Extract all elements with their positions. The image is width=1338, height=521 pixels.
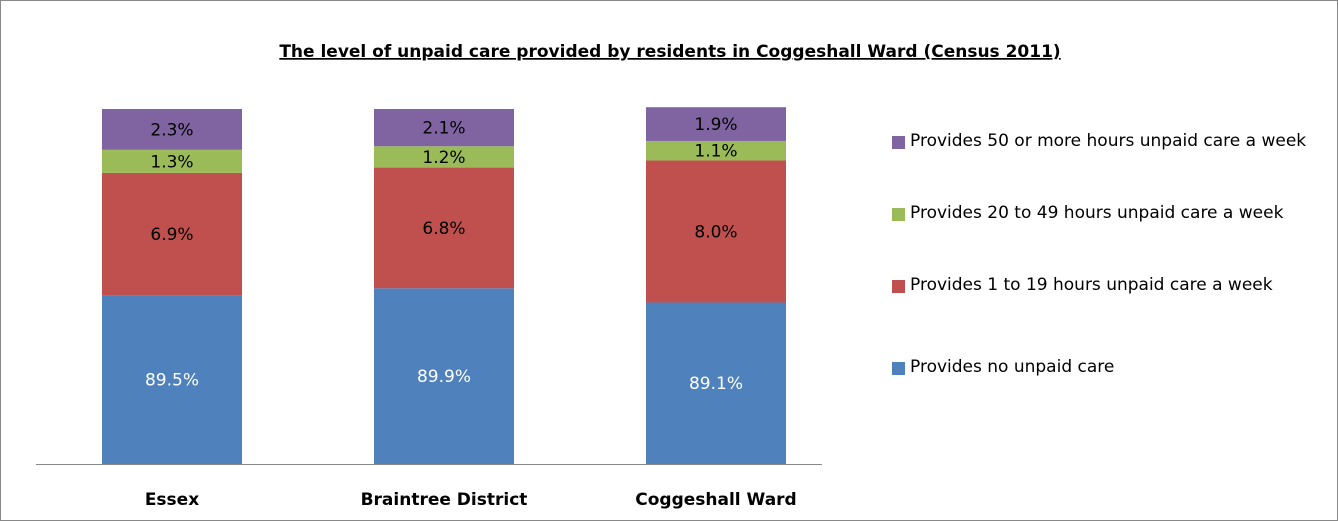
data-label: 89.5% [145,371,199,391]
legend-swatch [892,362,905,375]
legend-label: Provides 20 to 49 hours unpaid care a we… [910,203,1284,223]
chart-title: The level of unpaid care provided by res… [279,42,1060,62]
bar-segment [646,302,786,464]
legend-label: Provides no unpaid care [910,357,1115,377]
bar-segment [374,167,514,289]
bar-segment [102,149,242,173]
legend-swatch [892,136,905,149]
x-tick-label: Braintree District [361,490,528,510]
bar-segment [374,146,514,168]
bar-segment [102,295,242,464]
data-label: 1.1% [694,142,737,162]
bar-segment [646,160,786,303]
data-label: 89.9% [417,367,471,387]
bar-segment [374,288,514,464]
legend-label: Provides 50 or more hours unpaid care a … [910,131,1307,151]
legend-label: Provides 1 to 19 hours unpaid care a wee… [910,275,1273,295]
data-label: 6.8% [422,219,465,239]
data-label: 2.1% [422,119,465,139]
data-label: 8.0% [694,222,737,242]
data-label: 1.2% [422,148,465,168]
x-tick-label: Coggeshall Ward [635,490,796,510]
data-label: 89.1% [689,374,743,394]
data-label: 6.9% [150,225,193,245]
bar-segment [102,172,242,296]
x-tick-label: Essex [145,490,199,510]
bar-segment [374,109,514,147]
data-label: 1.3% [150,152,193,172]
bar-segment [102,109,242,150]
data-label: 1.9% [694,115,737,135]
legend-swatch [892,208,905,221]
bar-segment [646,140,786,161]
legend-swatch [892,280,905,293]
data-label: 2.3% [150,120,193,140]
bar-segment [646,107,786,141]
